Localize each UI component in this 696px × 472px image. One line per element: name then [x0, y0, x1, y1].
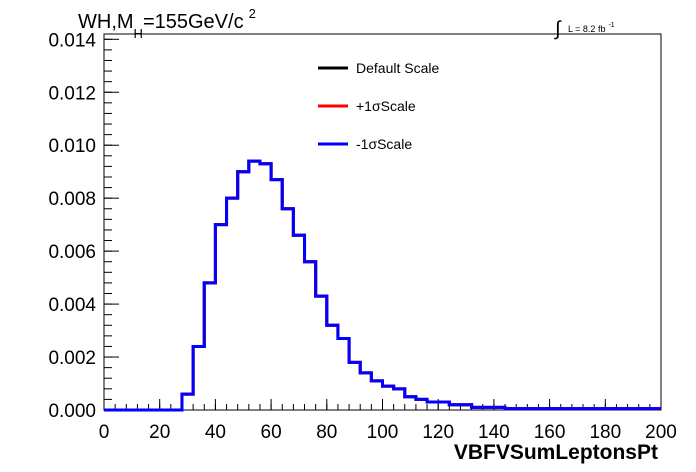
x-tick-label: 60	[261, 422, 282, 443]
x-tick-label: 100	[367, 422, 399, 443]
x-tick-label: 180	[589, 422, 621, 443]
y-tick-label: 0.014	[48, 30, 96, 51]
x-tick-label: 80	[316, 422, 337, 443]
x-tick-label: 200	[645, 422, 677, 443]
x-tick-label: 140	[478, 422, 510, 443]
legend-label-1: +1σScale	[356, 98, 416, 114]
legend-label-0: Default Scale	[356, 60, 439, 76]
legend: Default Scale +1σScale -1σScale	[318, 60, 439, 152]
chart-title: WH,MH=155GeV/c 2	[78, 6, 256, 41]
y-tick-label: 0.010	[48, 136, 96, 157]
x-tick-label: 120	[422, 422, 454, 443]
y-tick-label: 0.000	[48, 401, 96, 422]
y-axis: 0.000 0.002 0.004 0.006 0.008 0.010 0.012 0.014	[48, 30, 119, 422]
y-tick-label: 0.008	[48, 189, 96, 210]
y-tick-label: 0.002	[48, 348, 96, 369]
luminosity-label: L = 8.2 fb -1	[568, 22, 615, 34]
series-line-2	[104, 159, 661, 412]
x-tick-label: 160	[534, 422, 566, 443]
x-axis-label: VBFVSumLeptonsPt	[454, 441, 658, 464]
x-tick-label: 20	[149, 422, 170, 443]
y-tick-label: 0.012	[48, 83, 96, 104]
legend-label-2: -1σScale	[356, 136, 412, 152]
series-layer	[104, 159, 661, 412]
luminosity-integral-sign: ∫	[554, 18, 562, 40]
x-tick-label: 40	[205, 422, 226, 443]
x-tick-label: 0	[99, 422, 110, 443]
y-tick-label: 0.004	[48, 295, 96, 316]
y-tick-label: 0.006	[48, 242, 96, 263]
